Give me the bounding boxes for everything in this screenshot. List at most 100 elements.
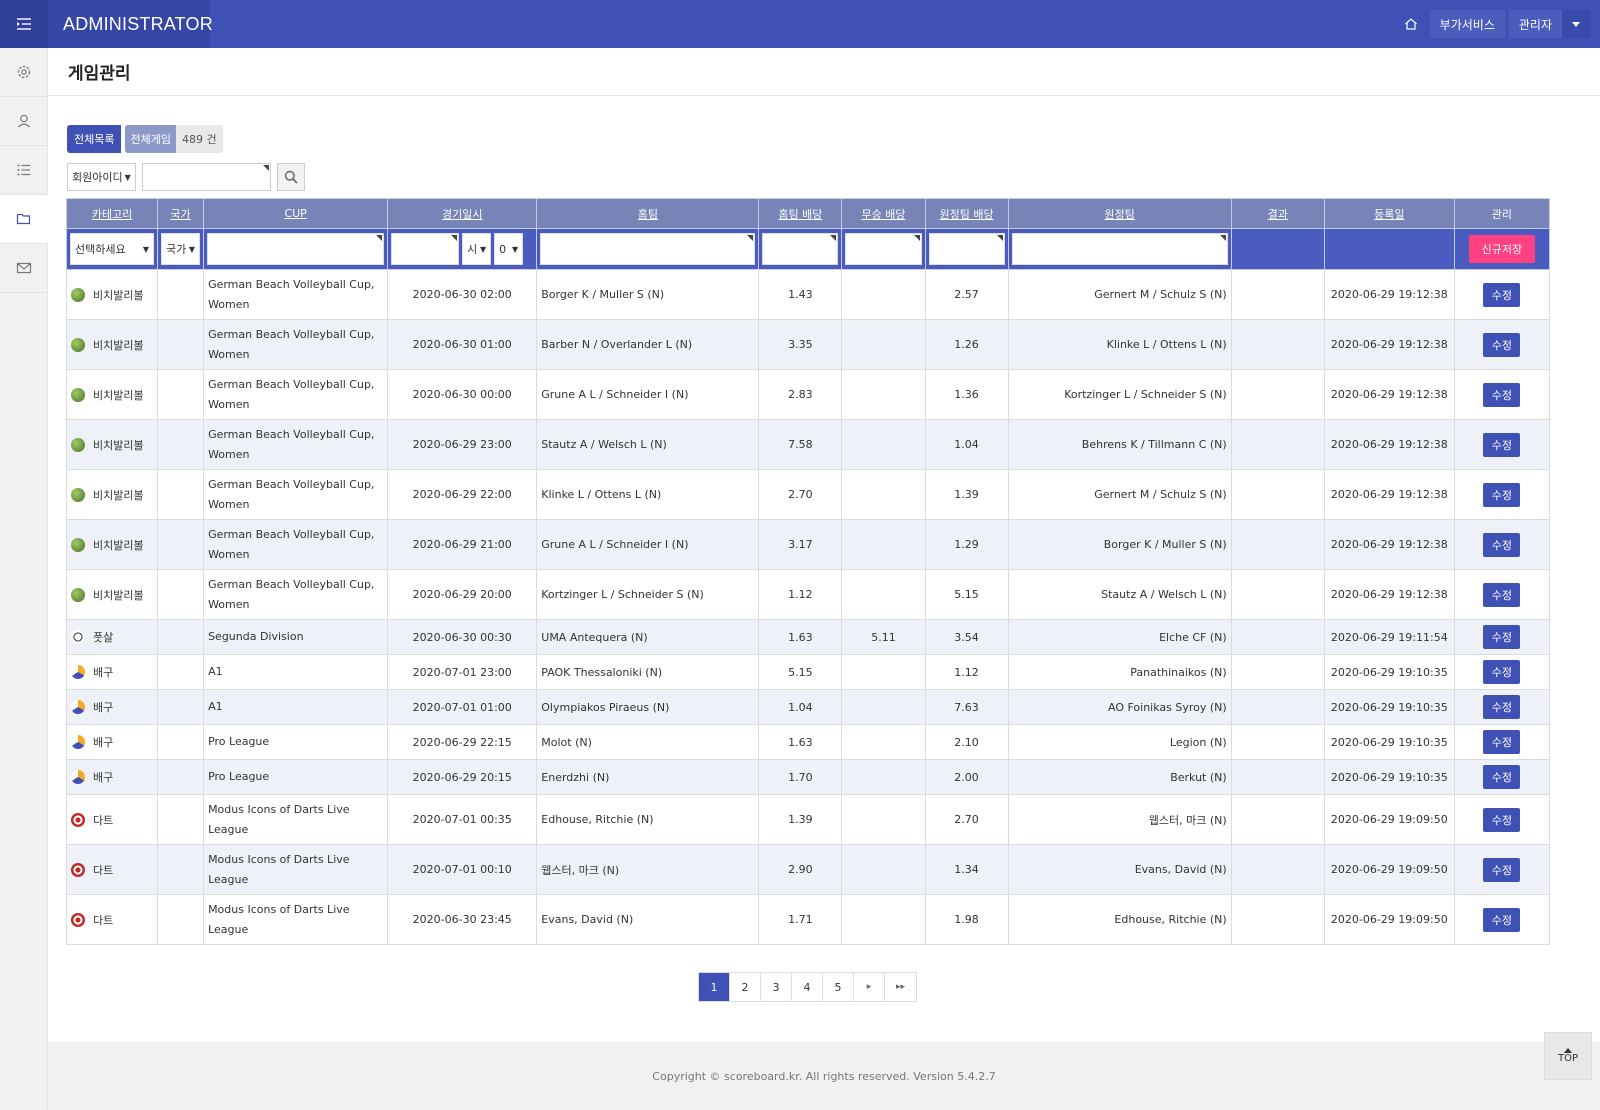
- table-row[interactable]: 배구 Pro League 2020-06-29 20:15 Enerdzhi (N)…: [65, 759, 1551, 795]
- country-cell: [157, 619, 205, 655]
- edit-button[interactable]: 수정: [1483, 807, 1521, 832]
- category-label: 다트: [93, 863, 114, 877]
- chevron-down-icon[interactable]: [1562, 10, 1590, 38]
- user-menu[interactable]: 관리자: [1508, 10, 1590, 38]
- cup-cell: German Beach Volleyball Cup, Women: [203, 269, 389, 320]
- col-header-country[interactable]: 국가: [157, 198, 205, 229]
- category-label: 배구: [93, 701, 114, 714]
- col-header-cup[interactable]: CUP: [203, 198, 389, 229]
- away-odds-input[interactable]: [928, 233, 1005, 265]
- col-header-home-odds[interactable]: 홈팀 배당: [758, 198, 843, 229]
- edit-button[interactable]: 수정: [1483, 582, 1521, 607]
- col-header-datetime[interactable]: 경기일시: [387, 198, 538, 229]
- table-row[interactable]: 다트 Modus Icons of Darts Live League 2020-0…: [65, 794, 1551, 845]
- dartboard-icon: [71, 812, 85, 827]
- edit-button[interactable]: 수정: [1483, 532, 1521, 557]
- category-label: 비치발리볼: [93, 288, 144, 302]
- search-input[interactable]: [141, 163, 271, 191]
- result-cell: [1230, 469, 1325, 520]
- country-filter-select[interactable]: 국가 ▼: [161, 233, 201, 265]
- edit-button[interactable]: 수정: [1483, 332, 1521, 357]
- table-row[interactable]: 비치발리볼 German Beach Volleyball Cup, Women 2…: [65, 519, 1551, 570]
- menu-toggle-icon[interactable]: [0, 0, 48, 48]
- last-page-icon[interactable]: ▸▸: [885, 973, 916, 1001]
- edit-button[interactable]: 수정: [1483, 907, 1521, 932]
- tab-all-game[interactable]: 전체게임: [125, 125, 176, 153]
- draw-odds-cell: [841, 469, 926, 520]
- table-row[interactable]: 다트 Modus Icons of Darts Live League 2020-0…: [65, 894, 1551, 945]
- user-name[interactable]: 관리자: [1518, 17, 1552, 32]
- home-odds-input[interactable]: [762, 233, 839, 265]
- col-header-result[interactable]: 결과: [1230, 198, 1325, 229]
- away-team-cell: Gernert M / Schulz S (N): [1007, 469, 1232, 520]
- sidebar-item-members[interactable]: [0, 97, 48, 146]
- edit-button[interactable]: 수정: [1483, 625, 1521, 649]
- sidebar-item-settings[interactable]: [0, 48, 48, 97]
- edit-button[interactable]: 수정: [1483, 765, 1521, 789]
- page-5-button[interactable]: 5: [823, 973, 854, 1001]
- col-header-registered[interactable]: 등록일: [1323, 198, 1455, 229]
- table-row[interactable]: 비치발리볼 German Beach Volleyball Cup, Women 2…: [65, 569, 1551, 620]
- country-cell: [157, 844, 205, 895]
- arrow-up-icon: [1564, 1048, 1572, 1053]
- home-team-filter-input[interactable]: [540, 233, 756, 265]
- dropdown-arrow-icon: ▼: [142, 244, 150, 254]
- table-row[interactable]: 비치발리볼 German Beach Volleyball Cup, Women 2…: [65, 269, 1551, 320]
- page-3-button[interactable]: 3: [761, 973, 792, 1001]
- table-row[interactable]: 배구 A1 2020-07-01 01:00 Olympiakos Piraeus (…: [65, 689, 1551, 725]
- search-field-select[interactable]: 회원아이디 ▼: [67, 163, 136, 191]
- col-header-category[interactable]: 카테고리: [65, 198, 159, 229]
- edit-button[interactable]: 수정: [1483, 432, 1521, 457]
- date-filter-input[interactable]: [391, 233, 460, 265]
- table-row[interactable]: 풋살 Segunda Division 2020-06-30 00:30 UMA An…: [65, 619, 1551, 655]
- edit-button[interactable]: 수정: [1483, 695, 1521, 719]
- col-header-draw-odds[interactable]: 무승 배당: [841, 198, 926, 229]
- edit-button[interactable]: 수정: [1483, 482, 1521, 507]
- search-button[interactable]: [276, 163, 305, 191]
- category-filter-select[interactable]: 선택하세요 ▼: [70, 233, 155, 265]
- page-2-button[interactable]: 2: [730, 973, 761, 1001]
- page-1-button[interactable]: 1: [699, 973, 730, 1001]
- dartboard-icon: [71, 862, 85, 877]
- page-4-button[interactable]: 4: [792, 973, 823, 1001]
- table-row[interactable]: 비치발리볼 German Beach Volleyball Cup, Women 2…: [65, 369, 1551, 420]
- category-cell: 배구: [65, 654, 159, 690]
- table-row[interactable]: 배구 Pro League 2020-06-29 22:15 Molot (N) 1.6…: [65, 724, 1551, 760]
- table-row[interactable]: 배구 A1 2020-07-01 23:00 PAOK Thessaloniki (N…: [65, 654, 1551, 690]
- next-page-icon[interactable]: ▸: [854, 973, 885, 1001]
- edit-button[interactable]: 수정: [1483, 382, 1521, 407]
- country-cell: [157, 519, 205, 570]
- table-row[interactable]: 비치발리볼 German Beach Volleyball Cup, Women 2…: [65, 419, 1551, 470]
- home-team-cell: PAOK Thessaloniki (N): [536, 654, 760, 690]
- registered-date-cell: 2020-06-29 19:10:35: [1323, 724, 1455, 760]
- edit-button[interactable]: 수정: [1483, 282, 1521, 307]
- hour-filter-select[interactable]: 시 ▼: [462, 233, 492, 265]
- tab-all-list[interactable]: 전체목록: [67, 125, 122, 153]
- away-team-filter-input[interactable]: [1011, 233, 1228, 265]
- edit-button[interactable]: 수정: [1483, 660, 1521, 684]
- cup-filter-input[interactable]: [207, 233, 385, 265]
- edit-button[interactable]: 수정: [1483, 857, 1521, 882]
- draw-odds-input[interactable]: [845, 233, 922, 265]
- cup-cell: German Beach Volleyball Cup, Women: [203, 569, 389, 620]
- sidebar-item-list[interactable]: [0, 146, 48, 195]
- sidebar-item-games[interactable]: [0, 195, 48, 244]
- sidebar-item-messages[interactable]: [0, 244, 48, 293]
- col-header-away-team[interactable]: 원정팀: [1007, 198, 1232, 229]
- new-save-button[interactable]: 신규저장: [1468, 235, 1535, 263]
- home-icon[interactable]: [1396, 10, 1426, 38]
- extra-services-button[interactable]: 부가서비스: [1429, 10, 1505, 38]
- dropdown-arrow-icon: ▼: [512, 244, 519, 254]
- table-row[interactable]: 비치발리볼 German Beach Volleyball Cup, Women 2…: [65, 469, 1551, 520]
- scroll-top-button[interactable]: TOP: [1544, 1032, 1592, 1080]
- table-row[interactable]: 비치발리볼 German Beach Volleyball Cup, Women 2…: [65, 319, 1551, 370]
- country-cell: [157, 894, 205, 945]
- manage-cell: 수정: [1453, 269, 1551, 320]
- match-datetime-cell: 2020-06-29 20:00: [387, 569, 538, 620]
- col-header-home-team[interactable]: 홈팀: [536, 198, 760, 229]
- minute-filter-select[interactable]: 0 ▼: [494, 233, 524, 265]
- col-header-away-odds[interactable]: 원정팀 배당: [924, 198, 1009, 229]
- table-row[interactable]: 다트 Modus Icons of Darts Live League 2020-0…: [65, 844, 1551, 895]
- edit-button[interactable]: 수정: [1483, 730, 1521, 754]
- match-datetime-cell: 2020-06-29 20:15: [387, 759, 538, 795]
